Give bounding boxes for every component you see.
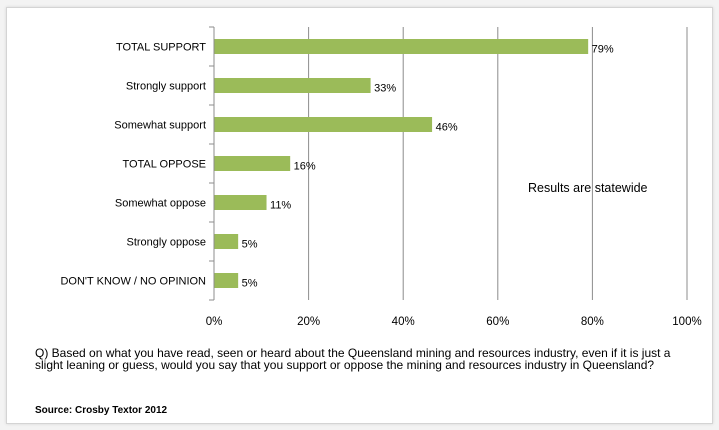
value-labels: 79% 33% 46% 16% 11% 5% 5%	[242, 44, 614, 290]
category-label: Somewhat oppose	[115, 198, 206, 210]
x-tick-label: 80%	[581, 316, 604, 328]
bar	[214, 117, 433, 132]
gridlines	[308, 27, 688, 300]
category-label: TOTAL OPPOSE	[122, 159, 206, 171]
value-label: 5%	[242, 278, 258, 290]
bar	[214, 234, 239, 249]
x-tick-label: 20%	[297, 316, 320, 328]
value-label: 5%	[242, 239, 258, 251]
bar	[214, 273, 239, 288]
category-labels: TOTAL SUPPORT Strongly support Somewhat su…	[60, 42, 206, 288]
x-tick-label: 100%	[672, 316, 701, 328]
bar	[214, 195, 267, 210]
survey-question: Q) Based on what you have read, seen or …	[35, 346, 671, 372]
x-tick-label: 40%	[392, 316, 415, 328]
category-label: Somewhat support	[114, 120, 206, 132]
value-label: 11%	[270, 200, 291, 212]
bar	[214, 78, 371, 93]
value-label: 16%	[294, 161, 316, 173]
source-note: Source: Crosby Textor 2012	[35, 405, 168, 416]
category-label: Strongly oppose	[127, 237, 207, 249]
value-label: 46%	[436, 122, 458, 134]
category-label: TOTAL SUPPORT	[116, 42, 206, 54]
bar	[214, 39, 589, 54]
annotation-text: Results are statewide	[528, 181, 648, 195]
chart-card: TOTAL SUPPORT Strongly support Somewhat su…	[6, 7, 713, 424]
bars	[214, 39, 589, 288]
x-axis-ticks: 0% 20% 40% 60% 80% 100%	[206, 316, 702, 328]
value-label: 79%	[592, 44, 614, 56]
y-axis	[209, 26, 215, 301]
bar	[214, 156, 291, 171]
x-tick-label: 0%	[206, 316, 223, 328]
x-tick-label: 60%	[486, 316, 509, 328]
category-label: Strongly support	[126, 81, 206, 93]
category-label: DON'T KNOW / NO OPINION	[60, 276, 206, 288]
bar-chart: TOTAL SUPPORT Strongly support Somewhat su…	[60, 26, 702, 328]
value-label: 33%	[374, 83, 396, 95]
